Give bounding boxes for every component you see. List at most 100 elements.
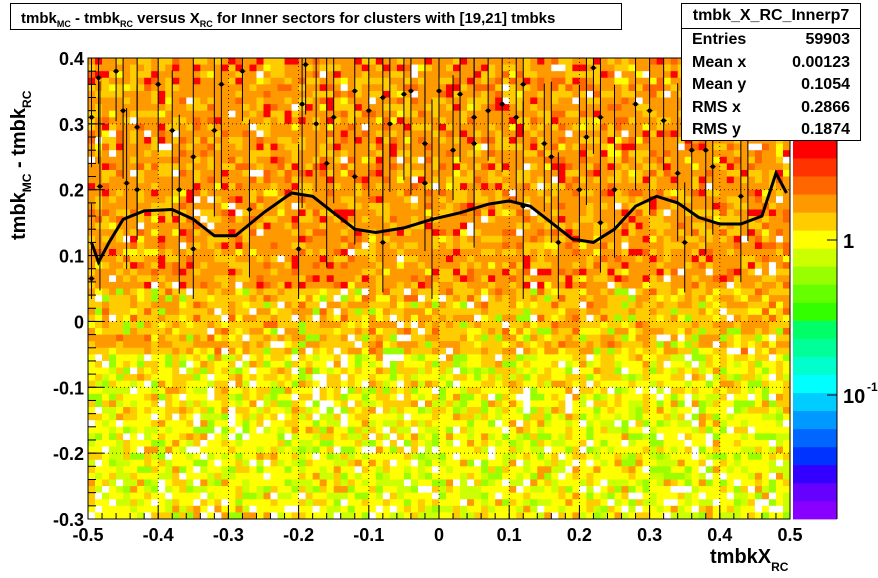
heatmap-cell — [270, 130, 278, 138]
heatmap-cell — [242, 308, 250, 316]
heatmap-cell — [95, 374, 103, 381]
heatmap-cell — [319, 288, 327, 296]
heatmap-cell — [354, 301, 363, 309]
heatmap-cell — [137, 169, 145, 177]
heatmap-cell — [361, 321, 370, 329]
heatmap-cell — [158, 189, 166, 197]
heatmap-cell — [291, 281, 299, 289]
heatmap-cell — [516, 314, 524, 322]
heatmap-cell — [263, 288, 271, 296]
heatmap-cell — [144, 235, 152, 243]
heatmap-cell — [642, 314, 650, 322]
heatmap-cell — [382, 347, 391, 355]
heatmap-cell — [249, 84, 257, 92]
heatmap-cell — [754, 308, 763, 316]
heatmap-cell — [172, 235, 180, 243]
heatmap-cell — [228, 209, 236, 217]
heatmap-cell — [621, 110, 629, 118]
heatmap-cell — [305, 90, 313, 98]
heatmap-cell — [488, 90, 496, 98]
heatmap-cell — [256, 143, 264, 151]
heatmap-cell — [95, 367, 103, 375]
heatmap-cell — [460, 84, 468, 92]
heatmap-cell — [214, 169, 222, 177]
heatmap-cell — [102, 268, 110, 276]
heatmap-cell — [109, 110, 117, 118]
heatmap-cell — [193, 64, 201, 72]
heatmap-cell — [186, 104, 194, 111]
heatmap-cell — [165, 222, 173, 230]
heatmap-cell — [621, 301, 629, 309]
heatmap-cell — [410, 209, 419, 217]
heatmap-cell — [284, 341, 292, 349]
heatmap-cell — [193, 77, 201, 85]
heatmap-cell — [670, 301, 678, 309]
heatmap-cell — [389, 110, 398, 118]
heatmap-cell — [530, 380, 538, 388]
heatmap-cell — [179, 189, 187, 197]
heatmap-cell — [137, 117, 145, 125]
heatmap-cell — [389, 314, 398, 322]
heatmap-cell — [424, 262, 433, 270]
heatmap-cell — [579, 117, 587, 125]
heatmap-cell — [649, 77, 657, 85]
heatmap-cell — [291, 341, 299, 349]
heatmap-cell — [319, 64, 327, 72]
heatmap-cell — [740, 295, 749, 302]
heatmap-cell — [396, 347, 405, 355]
heatmap-cell — [347, 64, 356, 72]
heatmap-cell — [516, 156, 524, 164]
heatmap-cell — [600, 143, 608, 151]
heatmap-cell — [768, 216, 777, 223]
heatmap-cell — [158, 308, 166, 316]
heatmap-cell — [579, 242, 587, 250]
heatmap-cell — [347, 268, 356, 276]
heatmap-cell — [663, 262, 671, 270]
heatmap-cell — [340, 90, 349, 98]
heatmap-cell — [705, 380, 714, 388]
heatmap-cell — [410, 374, 419, 381]
heatmap-cell — [593, 268, 601, 276]
heatmap-cell — [284, 367, 292, 375]
heatmap-cell — [179, 255, 187, 263]
heatmap-cell — [431, 117, 440, 125]
heatmap-cell — [277, 242, 285, 250]
heatmap-cell — [635, 123, 643, 131]
heatmap-cell — [551, 341, 559, 349]
heatmap-cell — [488, 347, 496, 355]
heatmap-cell — [621, 189, 629, 197]
heatmap-cell — [551, 314, 559, 322]
heatmap-cell — [467, 222, 475, 230]
heatmap-cell — [761, 334, 770, 342]
heatmap-cell — [151, 275, 159, 283]
heatmap-cell — [691, 295, 700, 302]
heatmap-cell — [158, 196, 166, 204]
heatmap-cell — [158, 183, 166, 191]
heatmap-cell — [509, 104, 517, 111]
heatmap-cell — [761, 295, 770, 302]
heatmap-cell — [719, 169, 728, 177]
heatmap-cell — [326, 130, 334, 138]
heatmap-cell — [242, 137, 250, 144]
heatmap-cell — [256, 137, 264, 144]
heatmap-cell — [481, 143, 489, 151]
heatmap-cell — [516, 222, 524, 230]
heatmap-cell — [403, 314, 412, 322]
heatmap-cell — [347, 295, 356, 302]
heatmap-cell — [291, 308, 299, 316]
heatmap-cell — [495, 268, 503, 276]
heatmap-cell — [558, 202, 566, 210]
heatmap-cell — [424, 347, 433, 355]
heatmap-cell — [165, 275, 173, 283]
heatmap-cell — [123, 281, 131, 289]
heatmap-cell — [326, 156, 334, 164]
heatmap-cell — [467, 209, 475, 217]
heatmap-cell — [179, 169, 187, 177]
heatmap-cell — [151, 58, 159, 65]
heatmap-cell — [551, 229, 559, 237]
heatmap-cell — [403, 380, 412, 388]
heatmap-cell — [319, 183, 327, 191]
heatmap-cell — [179, 275, 187, 283]
heatmap-cell — [635, 156, 643, 164]
heatmap-cell — [130, 97, 138, 105]
